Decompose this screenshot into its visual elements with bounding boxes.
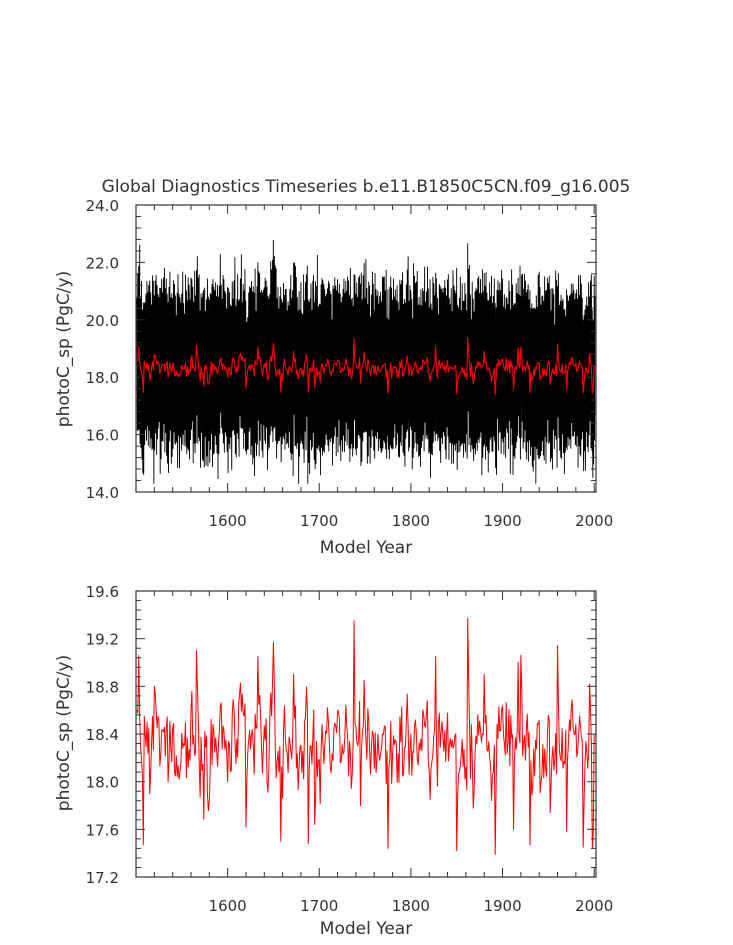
bottom-x-tick-label: 2000 bbox=[575, 897, 613, 915]
bottom-x-tick-label: 1600 bbox=[209, 897, 247, 915]
top-x-tick-label: 1800 bbox=[392, 512, 430, 530]
top-y-tick-label: 24.0 bbox=[86, 197, 119, 215]
top-plot-frame bbox=[135, 204, 597, 493]
top-y-axis-label: photoC_sp (PgC/y) bbox=[54, 271, 74, 427]
bottom-y-tick-label: 19.2 bbox=[86, 631, 119, 649]
bottom-x-axis-label: Model Year bbox=[320, 919, 412, 939]
top-y-tick-label: 22.0 bbox=[86, 254, 119, 272]
monthly-series-line bbox=[136, 239, 596, 484]
bottom-y-tick-label: 19.6 bbox=[86, 583, 119, 601]
bottom-y-tick-label: 18.8 bbox=[86, 678, 119, 696]
bottom-y-tick-label: 18.0 bbox=[86, 774, 119, 792]
bottom-timeseries-panel: Model Year photoC_sp (PgC/y) 1600 1700 180… bbox=[54, 583, 613, 939]
annual-series-line bbox=[136, 617, 595, 855]
top-timeseries-panel: Model Year photoC_sp (PgC/y) 1600 1700 180… bbox=[54, 197, 613, 558]
bottom-x-tick-label: 1800 bbox=[392, 897, 430, 915]
bottom-x-tick-label: 1900 bbox=[483, 897, 521, 915]
top-y-tick-label: 14.0 bbox=[86, 484, 119, 502]
top-y-tick-label: 20.0 bbox=[86, 312, 119, 330]
top-x-tick-label: 1600 bbox=[209, 512, 247, 530]
bottom-x-tick-label: 1700 bbox=[300, 897, 338, 915]
top-x-tick-label: 1900 bbox=[483, 512, 521, 530]
top-x-axis-label: Model Year bbox=[320, 538, 412, 558]
bottom-y-tick-label: 17.6 bbox=[86, 821, 119, 839]
top-y-tick-label: 18.0 bbox=[86, 369, 119, 387]
top-x-tick-label: 2000 bbox=[575, 512, 613, 530]
bottom-y-tick-label: 17.2 bbox=[86, 869, 119, 887]
bottom-y-tick-label: 18.4 bbox=[86, 726, 119, 744]
bottom-y-axis-label: photoC_sp (PgC/y) bbox=[54, 655, 74, 811]
figure-title: Global Diagnostics Timeseries b.e11.B185… bbox=[102, 177, 631, 197]
top-y-tick-label: 16.0 bbox=[86, 427, 119, 445]
annual-series-line bbox=[136, 337, 595, 396]
top-x-tick-label: 1700 bbox=[300, 512, 338, 530]
